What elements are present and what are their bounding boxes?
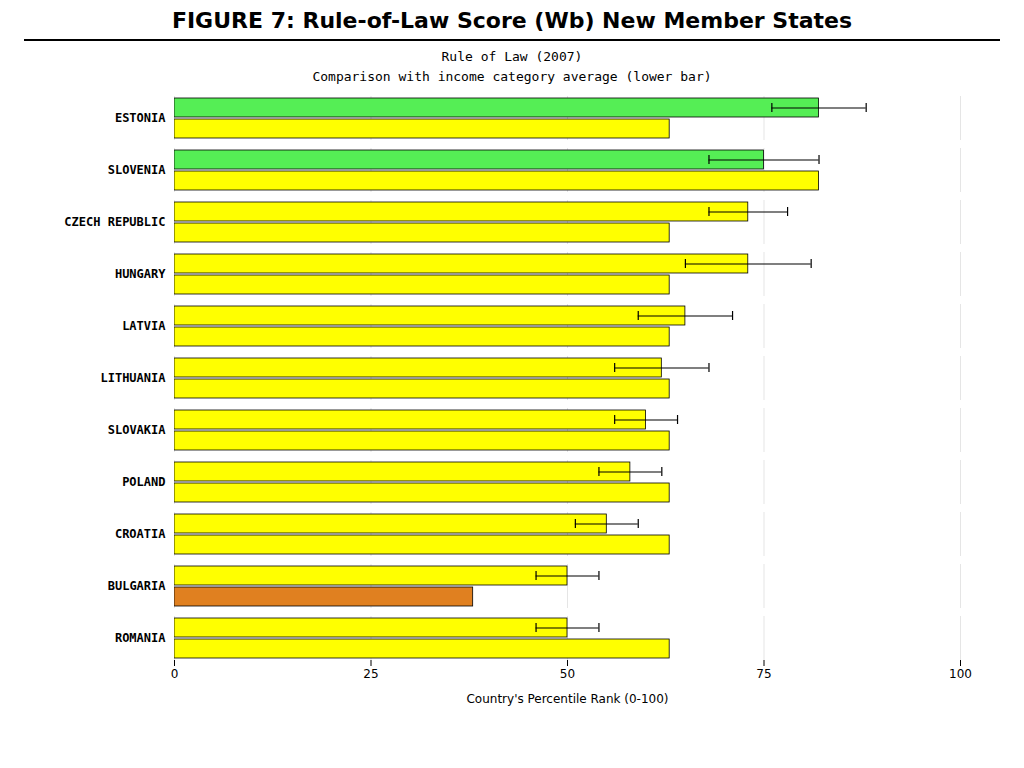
svg-text:50: 50 bbox=[560, 667, 575, 681]
svg-text:Country's Percentile Rank (0-1: Country's Percentile Rank (0-100) bbox=[466, 692, 668, 706]
svg-text:ROMANIA: ROMANIA bbox=[115, 631, 166, 645]
html-text:Rule of Law (2007): Rule of Law (2007) bbox=[441, 49, 583, 64]
svg-text:25: 25 bbox=[363, 667, 378, 681]
svg-text:75: 75 bbox=[756, 667, 771, 681]
svg-text:0: 0 bbox=[171, 667, 179, 681]
svg-text:CROATIA: CROATIA bbox=[115, 527, 166, 541]
html-text:Comparison with income categor: Comparison with income category average … bbox=[312, 68, 712, 84]
svg-text:100: 100 bbox=[949, 667, 972, 681]
html-text:FIGURE 7: Rule-of-Law Score (W: FIGURE 7: Rule-of-Law Score (Wb) New Mem… bbox=[171, 8, 853, 33]
svg-text:CZECH REPUBLIC: CZECH REPUBLIC bbox=[64, 215, 165, 229]
svg-text:SLOVAKIA: SLOVAKIA bbox=[108, 423, 167, 437]
svg-text:SLOVENIA: SLOVENIA bbox=[108, 163, 167, 177]
svg-text:ESTONIA: ESTONIA bbox=[115, 111, 166, 125]
svg-text:BULGARIA: BULGARIA bbox=[108, 579, 167, 593]
svg-text:LITHUANIA: LITHUANIA bbox=[100, 371, 166, 385]
svg-text:HUNGARY: HUNGARY bbox=[115, 267, 166, 281]
svg-text:POLAND: POLAND bbox=[122, 475, 165, 489]
svg-text:LATVIA: LATVIA bbox=[122, 319, 166, 333]
